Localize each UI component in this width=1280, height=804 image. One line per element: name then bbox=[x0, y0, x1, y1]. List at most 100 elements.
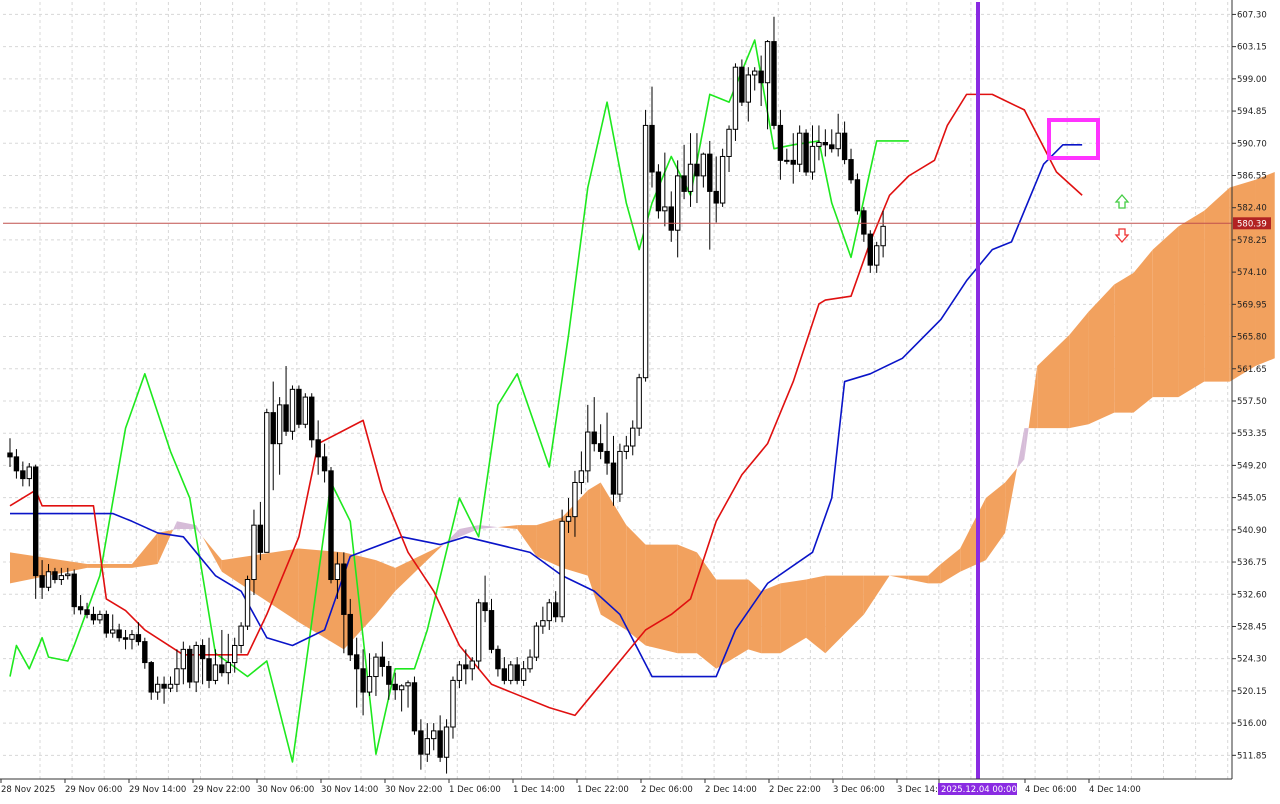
candle-bear bbox=[392, 683, 398, 691]
candle-bull bbox=[450, 679, 456, 728]
candle-bull bbox=[97, 613, 103, 621]
cloud-segment bbox=[600, 482, 627, 630]
candle-bull bbox=[251, 524, 257, 581]
candle-bull bbox=[180, 648, 187, 670]
candle-bear bbox=[803, 132, 809, 173]
x-tick-label: 28 Nov 2025 bbox=[1, 785, 55, 795]
y-tick-label: 511.85 bbox=[1237, 751, 1267, 761]
candle-bear bbox=[437, 730, 443, 758]
y-tick-label: 586.55 bbox=[1237, 171, 1267, 181]
x-tick-label: 2 Dec 06:00 bbox=[641, 785, 693, 795]
cloud-segment bbox=[806, 575, 826, 654]
cloud-segment bbox=[1069, 311, 1089, 429]
cloud-segment bbox=[716, 579, 749, 669]
candle-bull bbox=[366, 676, 373, 693]
cloud-segment bbox=[497, 525, 518, 530]
candle-bear bbox=[758, 70, 764, 84]
candle-bull bbox=[373, 656, 379, 678]
candle-bull bbox=[45, 571, 52, 588]
candle-bear bbox=[681, 175, 687, 192]
candle-bull bbox=[874, 245, 880, 266]
cloud-segment bbox=[375, 560, 396, 615]
candle-bull bbox=[809, 145, 816, 173]
candle-bear bbox=[861, 210, 867, 235]
candle-bull bbox=[642, 124, 649, 379]
candle-bear bbox=[739, 66, 745, 103]
candle-bear bbox=[694, 163, 700, 177]
ichimoku-cloud bbox=[10, 171, 1275, 669]
candle-bull bbox=[585, 431, 591, 472]
candle-bear bbox=[668, 206, 674, 231]
candle-bull bbox=[732, 66, 739, 130]
y-tick-label: 578.25 bbox=[1237, 236, 1267, 246]
cloud-segment bbox=[1133, 249, 1153, 413]
candle-bull bbox=[238, 625, 244, 646]
candle-bear bbox=[841, 132, 848, 161]
cloud-segment bbox=[1024, 428, 1029, 460]
chikou-span-line bbox=[9, 39, 909, 763]
candle-bull bbox=[662, 206, 668, 212]
candle-bear bbox=[655, 171, 662, 212]
candle-bull bbox=[167, 683, 174, 689]
candle-bear bbox=[353, 654, 360, 670]
candle-bull bbox=[398, 685, 405, 691]
candle-bear bbox=[103, 613, 109, 634]
cloud-segment bbox=[1005, 468, 1018, 533]
candle-bull bbox=[572, 481, 578, 518]
y-tick-label: 528.45 bbox=[1237, 622, 1267, 632]
candle-bear bbox=[713, 190, 719, 204]
candle-bull bbox=[674, 175, 681, 231]
cloud-segment bbox=[940, 548, 961, 584]
cloud-segment bbox=[173, 521, 177, 530]
candle-bull bbox=[58, 575, 65, 581]
candle-bear bbox=[591, 431, 597, 445]
cloud-segment bbox=[677, 544, 697, 654]
candle-bear bbox=[206, 658, 212, 681]
candle-bear bbox=[13, 456, 20, 472]
current-price-label: 580.39 bbox=[1237, 219, 1267, 229]
candle-bull bbox=[405, 682, 411, 687]
y-tick-label: 545.05 bbox=[1237, 494, 1267, 504]
cloud-segment bbox=[443, 529, 460, 545]
candle-bull bbox=[508, 664, 514, 681]
y-tick-label: 532.60 bbox=[1237, 590, 1267, 600]
candle-bear bbox=[386, 665, 392, 685]
candle-bear bbox=[488, 610, 495, 650]
candle-bear bbox=[411, 682, 418, 732]
candle-bear bbox=[495, 648, 501, 670]
candle-bull bbox=[431, 730, 437, 740]
current-price-tag bbox=[1233, 217, 1271, 230]
candle-bull bbox=[26, 466, 32, 480]
cloud-segment bbox=[202, 536, 222, 572]
cloud-segment bbox=[780, 579, 807, 654]
x-tick-label: 3 Dec 14:00 bbox=[897, 785, 949, 795]
candle-bull bbox=[816, 141, 822, 147]
cloud-segment bbox=[517, 525, 537, 557]
candle-bear bbox=[501, 668, 508, 681]
cloud-segment bbox=[536, 517, 563, 568]
y-tick-label: 582.40 bbox=[1237, 204, 1267, 214]
cloud-segment bbox=[587, 482, 601, 615]
y-tick-label: 574.10 bbox=[1237, 268, 1267, 278]
cloud-segment bbox=[960, 498, 986, 572]
x-tick-label: 29 Nov 22:00 bbox=[193, 785, 250, 795]
candle-bull bbox=[232, 644, 238, 664]
cloud-segment bbox=[1204, 187, 1230, 382]
cloud-segment bbox=[157, 529, 174, 564]
candle-bull bbox=[469, 660, 475, 670]
candle-bull bbox=[129, 634, 135, 640]
candle-bull bbox=[174, 668, 180, 685]
cloud-segment bbox=[1088, 284, 1115, 425]
candle-bear bbox=[283, 404, 289, 432]
candle-bear bbox=[848, 159, 854, 181]
candle-bear bbox=[270, 412, 276, 445]
x-tick-label: 2 Dec 14:00 bbox=[705, 785, 757, 795]
candle-bear bbox=[771, 41, 777, 126]
x-tick-label: 1 Dec 22:00 bbox=[577, 785, 629, 795]
cloud-segment bbox=[221, 548, 299, 623]
candle-bull bbox=[726, 128, 732, 157]
candle-bear bbox=[90, 613, 97, 621]
y-tick-label: 557.50 bbox=[1237, 397, 1267, 407]
